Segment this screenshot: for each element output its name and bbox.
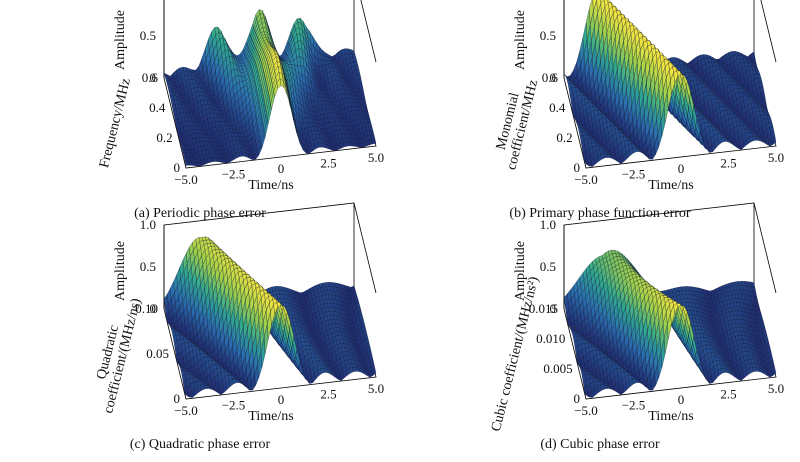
y-tick-label: 0.05: [146, 346, 169, 361]
surface: [163, 236, 377, 398]
x-tick-label: 5.0: [368, 150, 384, 165]
panel-a: 00.51.000.20.40.6−5.0−2.502.55.0Amplitud…: [0, 0, 400, 231]
surface-patch: [771, 135, 777, 146]
panel-d: 0 0.5 1.0 0 0.005 0.010 0.015 −5.0 −2.5 0 2.5 5.0 Am…: [400, 202, 800, 462]
surface-patch: [371, 138, 377, 145]
ticks: 0 0.5 1.0 0 0.05 0.10 −5.0 −2.5 0 2.5 5.0: [135, 217, 384, 418]
panel-b-plot: 00.51.000.20.40.6−5.0−2.502.55.0Amplitud…: [494, 0, 784, 193]
y-tick-label: 0: [574, 160, 581, 175]
z-tick-label: 0.5: [540, 28, 556, 43]
x-tick-label: 0: [278, 392, 285, 407]
x-tick-label: −5.0: [574, 172, 598, 187]
ticks: 00.51.000.20.40.6−5.0−2.502.55.0: [140, 0, 384, 187]
x-tick-label: 5.0: [768, 150, 784, 165]
x-tick-label: 5.0: [368, 381, 384, 396]
x-tick-label: 0: [678, 161, 685, 176]
y-tick-label: 0.6: [542, 70, 559, 85]
panel-a-plot: 00.51.000.20.40.6−5.0−2.502.55.0Amplitud…: [97, 0, 384, 193]
surface: [563, 0, 777, 167]
y-axis-label-line: Frequency/MHz: [97, 77, 134, 170]
panel-a-caption: (a) Periodic phase error: [134, 206, 266, 221]
y-tick-label: 0.6: [142, 70, 159, 85]
panel-c-caption: (c) Quadratic phase error: [129, 437, 271, 452]
surface: [163, 9, 377, 167]
z-axis-label: Amplitude: [513, 10, 528, 70]
y-tick-label: 0.10: [135, 301, 158, 316]
y-tick-label: 0.2: [156, 130, 172, 145]
x-tick-label: −2.5: [222, 167, 246, 182]
x-tick-label: −5.0: [174, 403, 198, 418]
panel-c: 0 0.5 1.0 0 0.05 0.10 −5.0 −2.5 0 2.5 5.0 Amplitude…: [0, 202, 400, 462]
panel-c-plot: 0 0.5 1.0 0 0.05 0.10 −5.0 −2.5 0 2.5 5.0 Amplitude…: [94, 202, 384, 424]
y-tick-label: 0.2: [556, 130, 572, 145]
y-tick-label: 0: [174, 391, 181, 406]
top-right-edge: [353, 202, 377, 294]
top-right-edge: [753, 202, 777, 294]
surface: [563, 249, 777, 398]
top-right-edge: [760, 0, 777, 63]
x-tick-label: 2.5: [720, 156, 736, 171]
z-tick-label: 0: [550, 70, 557, 85]
y-tick-label: 0.4: [549, 100, 566, 115]
x-axis-label: Time/ns: [648, 178, 693, 193]
y-tick-label: 0: [174, 160, 181, 175]
z-tick-label: 0: [150, 301, 157, 316]
surface-patch: [371, 368, 377, 377]
ticks: 00.51.000.20.40.6−5.0−2.502.55.0: [540, 0, 784, 187]
x-tick-label: 0: [278, 161, 285, 176]
z-axis-label: Amplitude: [113, 10, 128, 70]
z-axis-label: Amplitude: [113, 241, 128, 301]
top-right-edge: [360, 0, 377, 63]
z-tick-label: 1.0: [140, 0, 156, 1]
z-tick-label: 0: [150, 70, 157, 85]
z-tick-label: 1.0: [140, 217, 156, 232]
x-axis-label: Time/ns: [248, 409, 293, 424]
x-axis-label: Time/ns: [248, 178, 293, 193]
x-tick-label: −2.5: [222, 398, 246, 413]
x-tick-label: −5.0: [174, 172, 198, 187]
panel-b-caption: (b) Primary phase function error: [509, 206, 691, 221]
y-axis-label: Frequency/MHz: [97, 77, 134, 170]
x-tick-label: −2.5: [622, 167, 646, 182]
z-tick-label: 0.5: [140, 28, 156, 43]
x-tick-label: 2.5: [320, 156, 336, 171]
panel-b: 00.51.000.20.40.6−5.0−2.502.55.0Amplitud…: [400, 0, 800, 231]
z-tick-label: 0.5: [140, 259, 156, 274]
z-tick-label: 1.0: [540, 0, 556, 1]
x-tick-label: 2.5: [320, 387, 336, 402]
y-tick-label: 0.4: [149, 100, 166, 115]
